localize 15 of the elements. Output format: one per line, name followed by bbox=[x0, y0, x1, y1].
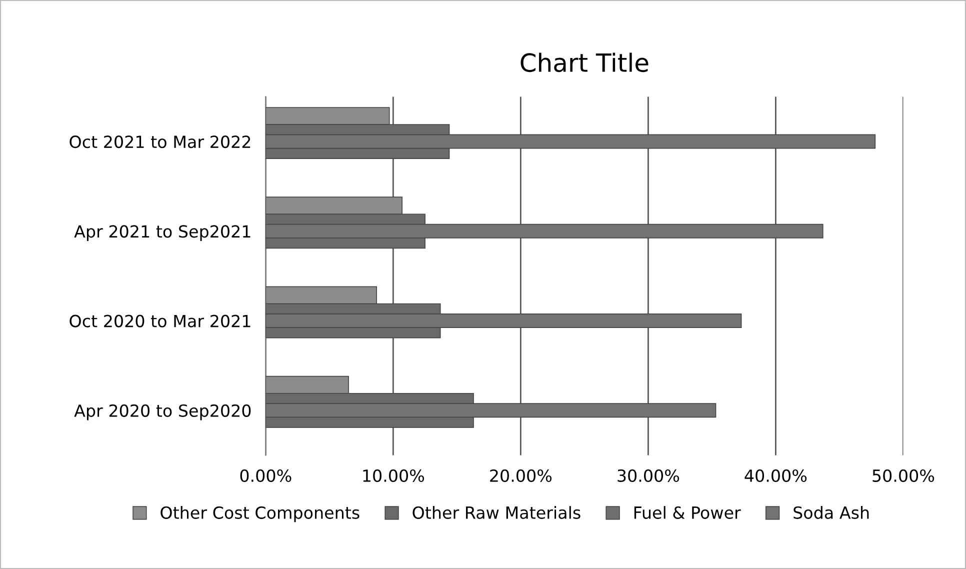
y-tick-label: Apr 2021 to Sep2021 bbox=[74, 225, 250, 241]
x-tick-label: 10.00% bbox=[363, 469, 424, 482]
x-tick-label: 20.00% bbox=[490, 469, 552, 482]
legend-label: Other Cost Components bbox=[160, 506, 360, 522]
legend-label: Other Raw Materials bbox=[412, 506, 580, 519]
legend-label: Soda Ash bbox=[794, 506, 869, 519]
chart-title: Chart Title bbox=[520, 52, 648, 72]
legend-label: Fuel & Power bbox=[634, 506, 741, 519]
y-tick-label: Oct 2021 to Mar 2022 bbox=[70, 136, 250, 148]
x-tick-label: 30.00% bbox=[618, 469, 680, 482]
y-tick-label: Oct 2020 to Mar 2021 bbox=[70, 314, 250, 328]
x-tick-label: 50.00% bbox=[872, 469, 934, 482]
x-tick-label: 40.00% bbox=[744, 469, 807, 482]
x-tick-label: 0.00% bbox=[240, 469, 292, 482]
y-tick-label: Apr 2020 to Sep2020 bbox=[74, 404, 251, 420]
